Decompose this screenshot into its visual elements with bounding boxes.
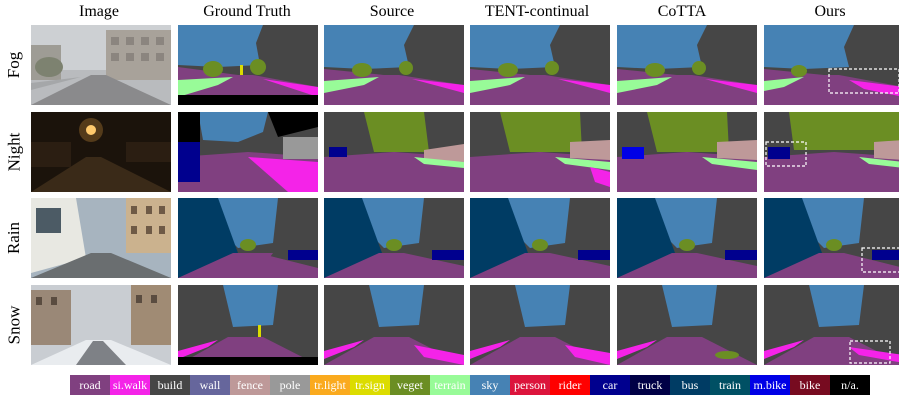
legend-truck: truck (630, 375, 670, 395)
legend-traffic-sign: tr.sign (350, 375, 390, 395)
row-label-rain: Rain (4, 221, 24, 255)
fog-ground-truth (178, 25, 318, 105)
fog-tent-continual (470, 25, 610, 105)
snow-source (324, 285, 464, 365)
row-label-snow: Snow (4, 305, 24, 345)
legend-pole: pole (270, 375, 310, 395)
column-header-ground-truth: Ground Truth (203, 3, 291, 20)
legend-train: train (710, 375, 750, 395)
night-ground-truth (178, 112, 318, 192)
night-ours (764, 112, 899, 192)
fog-source (324, 25, 464, 105)
class-legend: road si.walk build wall fence pole tr.li… (70, 375, 870, 395)
rain-image (31, 198, 171, 278)
legend-fence: fence (230, 375, 270, 395)
fog-cotta (617, 25, 757, 105)
legend-person: person (510, 375, 550, 395)
fog-image (31, 25, 171, 105)
legend-motorbike: m.bike (750, 375, 790, 395)
snow-ours (764, 285, 899, 365)
legend-vegetation: veget (390, 375, 430, 395)
column-header-image: Image (79, 3, 119, 20)
rain-source (324, 198, 464, 278)
legend-sky: sky (470, 375, 510, 395)
rain-cotta (617, 198, 757, 278)
legend-bus: bus (670, 375, 710, 395)
night-source (324, 112, 464, 192)
rain-ground-truth (178, 198, 318, 278)
night-tent-continual (470, 112, 610, 192)
legend-rider: rider (550, 375, 590, 395)
fog-ours (764, 25, 899, 105)
column-header-cotta: CoTTA (657, 3, 707, 20)
legend-road: road (70, 375, 110, 395)
legend-terrain: terrain (430, 375, 470, 395)
legend-na: n/a. (830, 375, 870, 395)
snow-ground-truth (178, 285, 318, 365)
snow-cotta (617, 285, 757, 365)
rain-ours (764, 198, 899, 278)
legend-building: build (150, 375, 190, 395)
legend-traffic-light: tr.light (310, 375, 350, 395)
legend-car: car (590, 375, 630, 395)
snow-tent-continual (470, 285, 610, 365)
legend-sidewalk: si.walk (110, 375, 150, 395)
column-header-source: Source (369, 3, 415, 20)
legend-bike: bike (790, 375, 830, 395)
row-label-night: Night (4, 132, 24, 172)
night-cotta (617, 112, 757, 192)
night-image (31, 112, 171, 192)
row-label-fog: Fog (4, 51, 23, 79)
legend-wall: wall (190, 375, 230, 395)
column-header-ours: Ours (814, 3, 846, 20)
snow-image (31, 285, 171, 365)
rain-tent-continual (470, 198, 610, 278)
column-header-tent-continual: TENT-continual (484, 3, 590, 20)
